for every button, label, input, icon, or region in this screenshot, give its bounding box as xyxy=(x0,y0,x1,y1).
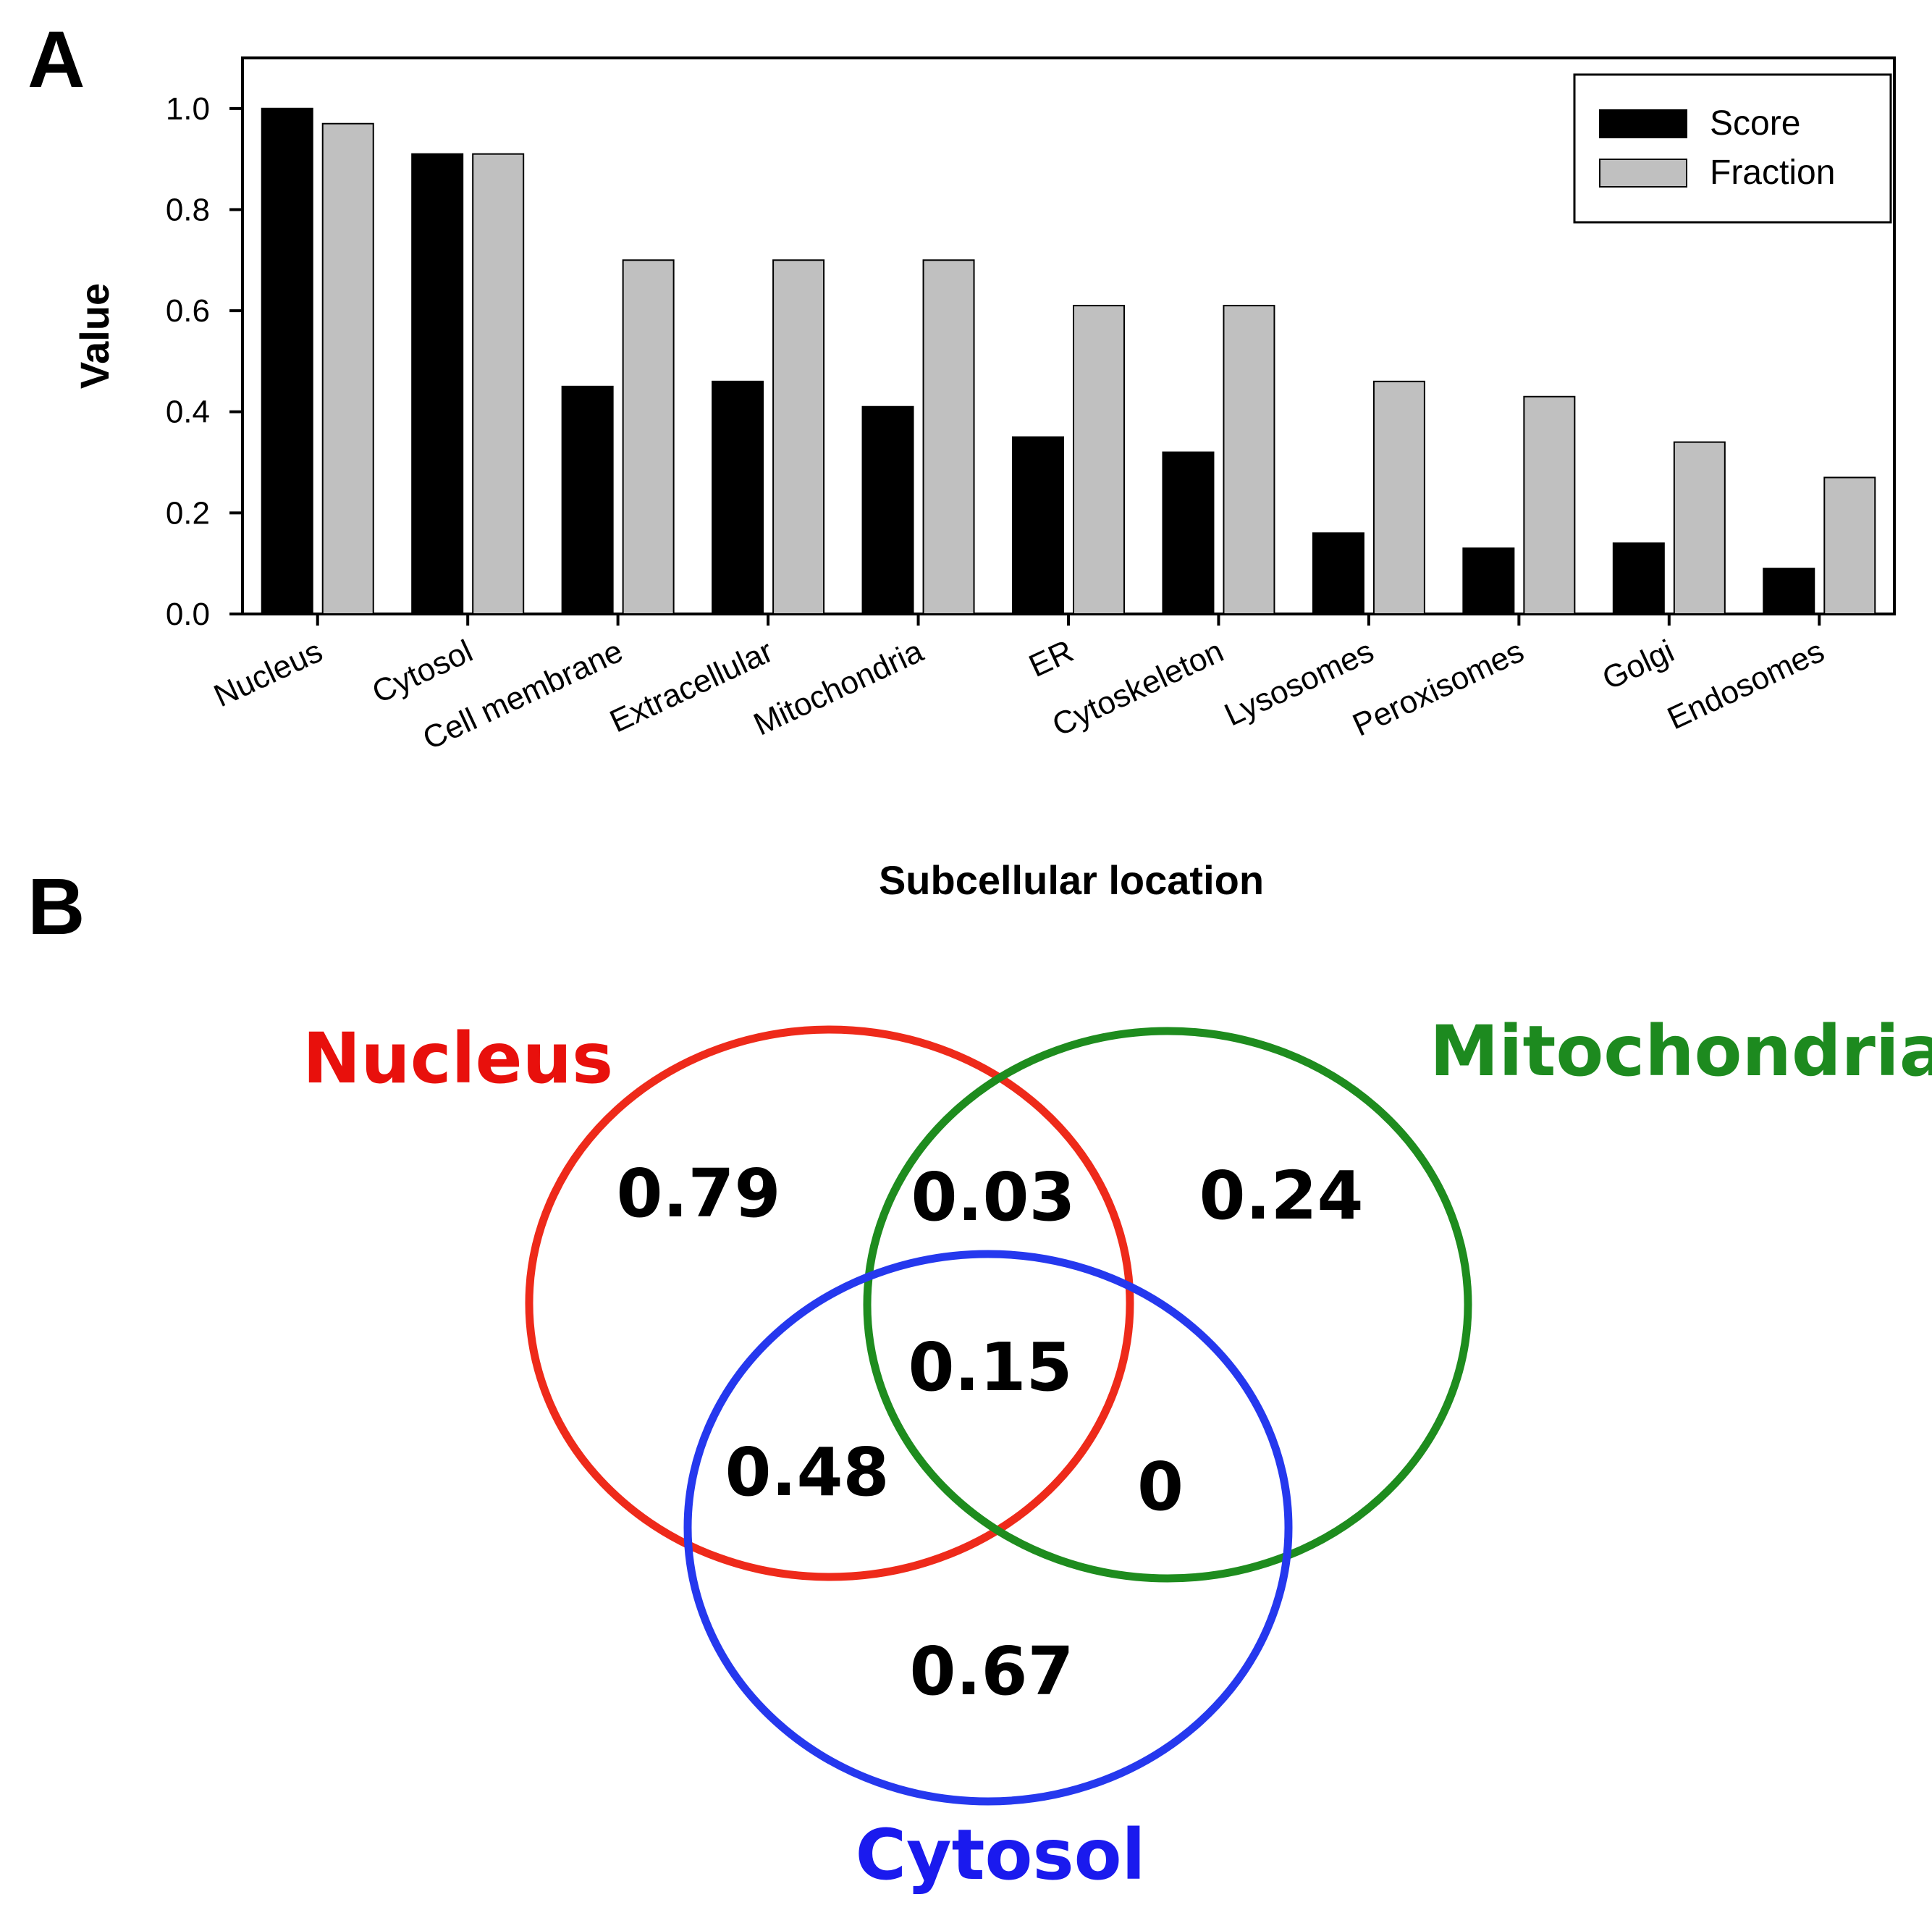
bar-fraction-golgi xyxy=(1673,441,1726,615)
y-tick-label: 0.4 xyxy=(166,395,210,430)
bar-score-golgi xyxy=(1612,542,1665,615)
bar-score-mitochondria xyxy=(861,405,914,615)
bar-fraction-cytosol xyxy=(472,153,525,615)
y-tick-label: 0.8 xyxy=(166,192,210,227)
cytosol-circle xyxy=(683,1250,1293,1806)
x-tick-label: ER xyxy=(1024,634,1079,684)
legend-label-fraction: Fraction xyxy=(1710,153,1835,192)
bar-score-cell-membrane xyxy=(561,385,614,615)
bar-fraction-cell-membrane xyxy=(622,259,675,615)
x-tick-label: Cytosol xyxy=(367,634,478,710)
bars-group xyxy=(261,107,1876,615)
region-nucleus-mitochondria: 0.03 xyxy=(911,1158,1076,1236)
region-all-three: 0.15 xyxy=(908,1329,1073,1406)
x-tick-label: Cytoskeleton xyxy=(1047,634,1228,744)
legend: Score Fraction xyxy=(1573,73,1892,224)
region-mitochondria-cytosol: 0 xyxy=(1137,1448,1184,1526)
y-tick-label: 1.0 xyxy=(166,91,210,127)
venn-diagram: Nucleus Mitochondria Cytosol 0.79 0.03 0… xyxy=(303,1011,1932,1896)
mitochondria-set-label: Mitochondria xyxy=(1430,1011,1932,1092)
y-tick-label: 0.0 xyxy=(166,597,210,632)
y-tick-label: 0.6 xyxy=(166,293,210,329)
bar-fraction-peroxisomes xyxy=(1523,395,1576,615)
x-tick-label: Peroxisomes xyxy=(1347,634,1529,744)
y-axis-title: Value xyxy=(72,283,117,389)
bar-score-peroxisomes xyxy=(1462,547,1515,615)
legend-box xyxy=(1573,73,1892,224)
bar-score-cytosol xyxy=(411,153,464,615)
bar-fraction-endosomes xyxy=(1823,476,1876,615)
bar-fraction-extracellular xyxy=(772,259,825,615)
bar-fraction-cytoskeleton xyxy=(1223,305,1275,615)
nucleus-circle xyxy=(525,1025,1134,1581)
bar-score-extracellular xyxy=(712,380,764,615)
bar-fraction-nucleus xyxy=(321,122,374,615)
bar-score-lysosomes xyxy=(1312,532,1364,615)
region-nucleus-only: 0.79 xyxy=(617,1155,781,1232)
y-tick-label: 0.2 xyxy=(166,495,210,531)
region-mitochondria-only: 0.24 xyxy=(1199,1157,1364,1234)
legend-swatch-score xyxy=(1599,109,1687,138)
region-nucleus-cytosol: 0.48 xyxy=(725,1434,890,1511)
x-axis-title: Subcellular location xyxy=(879,857,1264,903)
bar-score-endosomes xyxy=(1763,568,1815,615)
legend-label-score: Score xyxy=(1710,104,1800,143)
panel-b-letter: B xyxy=(28,862,85,951)
x-tick-label: Nucleus xyxy=(208,634,328,715)
bar-fraction-mitochondria xyxy=(922,259,975,615)
x-tick-label: Golgi xyxy=(1597,634,1679,697)
legend-swatch-fraction xyxy=(1599,159,1687,188)
mitochondria-circle xyxy=(863,1027,1472,1583)
nucleus-set-label: Nucleus xyxy=(303,1018,613,1099)
bar-fraction-er xyxy=(1073,305,1125,615)
region-cytosol-only: 0.67 xyxy=(910,1633,1074,1710)
y-axis: 0.0 0.2 0.4 0.6 0.8 1.0 xyxy=(166,91,242,632)
bar-score-er xyxy=(1012,436,1064,615)
bar-score-cytoskeleton xyxy=(1162,451,1215,615)
bar-fraction-lysosomes xyxy=(1372,380,1425,615)
cytosol-set-label: Cytosol xyxy=(856,1814,1146,1896)
x-tick-label: Mitochondria xyxy=(748,633,929,742)
panel-a-letter: A xyxy=(28,15,85,104)
bar-score-nucleus xyxy=(261,107,313,615)
x-tick-label: Extracellular xyxy=(604,634,778,740)
x-tick-label: Endosomes xyxy=(1662,634,1829,737)
